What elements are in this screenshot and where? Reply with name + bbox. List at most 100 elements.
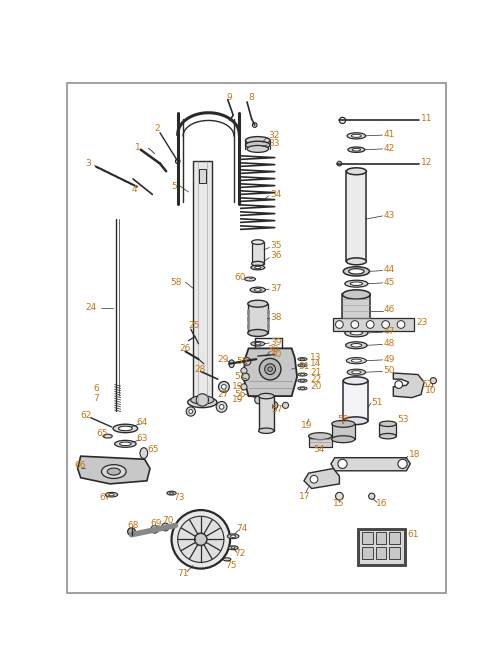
Ellipse shape <box>254 342 261 345</box>
Ellipse shape <box>300 364 305 366</box>
Text: 72: 72 <box>234 549 246 557</box>
Text: 25: 25 <box>188 321 200 330</box>
Circle shape <box>260 358 281 380</box>
Text: 65: 65 <box>96 429 108 438</box>
Ellipse shape <box>229 360 234 368</box>
Bar <box>333 318 414 332</box>
Ellipse shape <box>248 330 268 336</box>
Ellipse shape <box>298 379 307 383</box>
Circle shape <box>241 368 247 374</box>
Text: 71: 71 <box>178 569 189 578</box>
Ellipse shape <box>106 492 118 497</box>
Text: 20: 20 <box>310 383 322 391</box>
Text: 18: 18 <box>408 450 420 459</box>
Circle shape <box>397 321 405 328</box>
Circle shape <box>337 161 342 166</box>
Ellipse shape <box>114 440 136 448</box>
Ellipse shape <box>251 342 264 346</box>
Text: 3: 3 <box>86 159 91 168</box>
Ellipse shape <box>167 491 176 495</box>
Ellipse shape <box>251 265 264 270</box>
Ellipse shape <box>300 388 305 389</box>
Circle shape <box>241 384 247 390</box>
Text: 44: 44 <box>384 265 394 274</box>
Circle shape <box>340 117 345 123</box>
Circle shape <box>270 401 278 409</box>
Text: 75: 75 <box>226 561 237 570</box>
Circle shape <box>128 528 136 535</box>
Text: 41: 41 <box>384 130 394 139</box>
Text: 14: 14 <box>310 359 322 368</box>
Ellipse shape <box>380 433 396 439</box>
Text: 47: 47 <box>384 327 394 336</box>
Text: 19: 19 <box>232 395 243 405</box>
Text: 60: 60 <box>234 273 246 282</box>
Bar <box>198 169 206 183</box>
Text: 10: 10 <box>425 386 436 395</box>
Text: 26: 26 <box>179 344 190 353</box>
Ellipse shape <box>352 134 362 137</box>
Circle shape <box>338 459 347 468</box>
Ellipse shape <box>250 353 266 358</box>
Ellipse shape <box>188 397 217 407</box>
Text: 58: 58 <box>170 277 181 287</box>
Bar <box>380 424 396 436</box>
Ellipse shape <box>250 287 266 293</box>
Ellipse shape <box>254 267 261 269</box>
Bar <box>193 161 212 404</box>
Bar <box>342 294 370 324</box>
Text: 24: 24 <box>86 303 96 312</box>
Text: 31: 31 <box>298 362 310 371</box>
Ellipse shape <box>346 342 367 349</box>
Ellipse shape <box>346 168 366 175</box>
Ellipse shape <box>352 371 361 374</box>
Circle shape <box>336 492 344 500</box>
Text: 70: 70 <box>162 517 174 525</box>
Text: 61: 61 <box>407 530 418 539</box>
Text: 65: 65 <box>147 446 158 454</box>
Text: 49: 49 <box>384 354 394 364</box>
Circle shape <box>189 409 192 413</box>
Circle shape <box>151 525 158 533</box>
Polygon shape <box>78 456 150 484</box>
Bar <box>346 172 366 261</box>
Bar <box>258 396 274 431</box>
Text: 1: 1 <box>134 143 140 152</box>
Text: 54: 54 <box>313 446 324 454</box>
Text: 19: 19 <box>301 421 312 430</box>
Ellipse shape <box>298 387 307 390</box>
Text: 4: 4 <box>132 185 137 194</box>
Ellipse shape <box>332 420 355 427</box>
Bar <box>248 304 268 333</box>
Ellipse shape <box>348 147 365 152</box>
Circle shape <box>222 385 226 389</box>
Ellipse shape <box>140 448 147 458</box>
Text: 39: 39 <box>270 338 281 346</box>
Text: 27: 27 <box>218 390 229 399</box>
Ellipse shape <box>308 433 332 440</box>
Ellipse shape <box>344 417 368 425</box>
Text: 34: 34 <box>270 190 281 199</box>
Text: 23: 23 <box>416 318 428 328</box>
Bar <box>360 530 404 564</box>
Text: 40: 40 <box>270 350 281 359</box>
Ellipse shape <box>252 261 264 266</box>
Ellipse shape <box>246 141 270 149</box>
Circle shape <box>176 159 180 163</box>
Ellipse shape <box>342 290 370 299</box>
Text: 21: 21 <box>310 369 322 377</box>
Ellipse shape <box>102 464 126 478</box>
Ellipse shape <box>298 358 307 360</box>
Ellipse shape <box>246 137 270 144</box>
Circle shape <box>216 401 227 412</box>
Circle shape <box>351 321 358 328</box>
Text: 53: 53 <box>397 415 408 423</box>
Bar <box>344 381 368 421</box>
Ellipse shape <box>351 344 362 347</box>
Ellipse shape <box>244 277 256 281</box>
Ellipse shape <box>248 300 268 307</box>
Ellipse shape <box>345 280 368 287</box>
Ellipse shape <box>347 133 366 139</box>
Ellipse shape <box>258 393 274 399</box>
Circle shape <box>382 321 390 328</box>
